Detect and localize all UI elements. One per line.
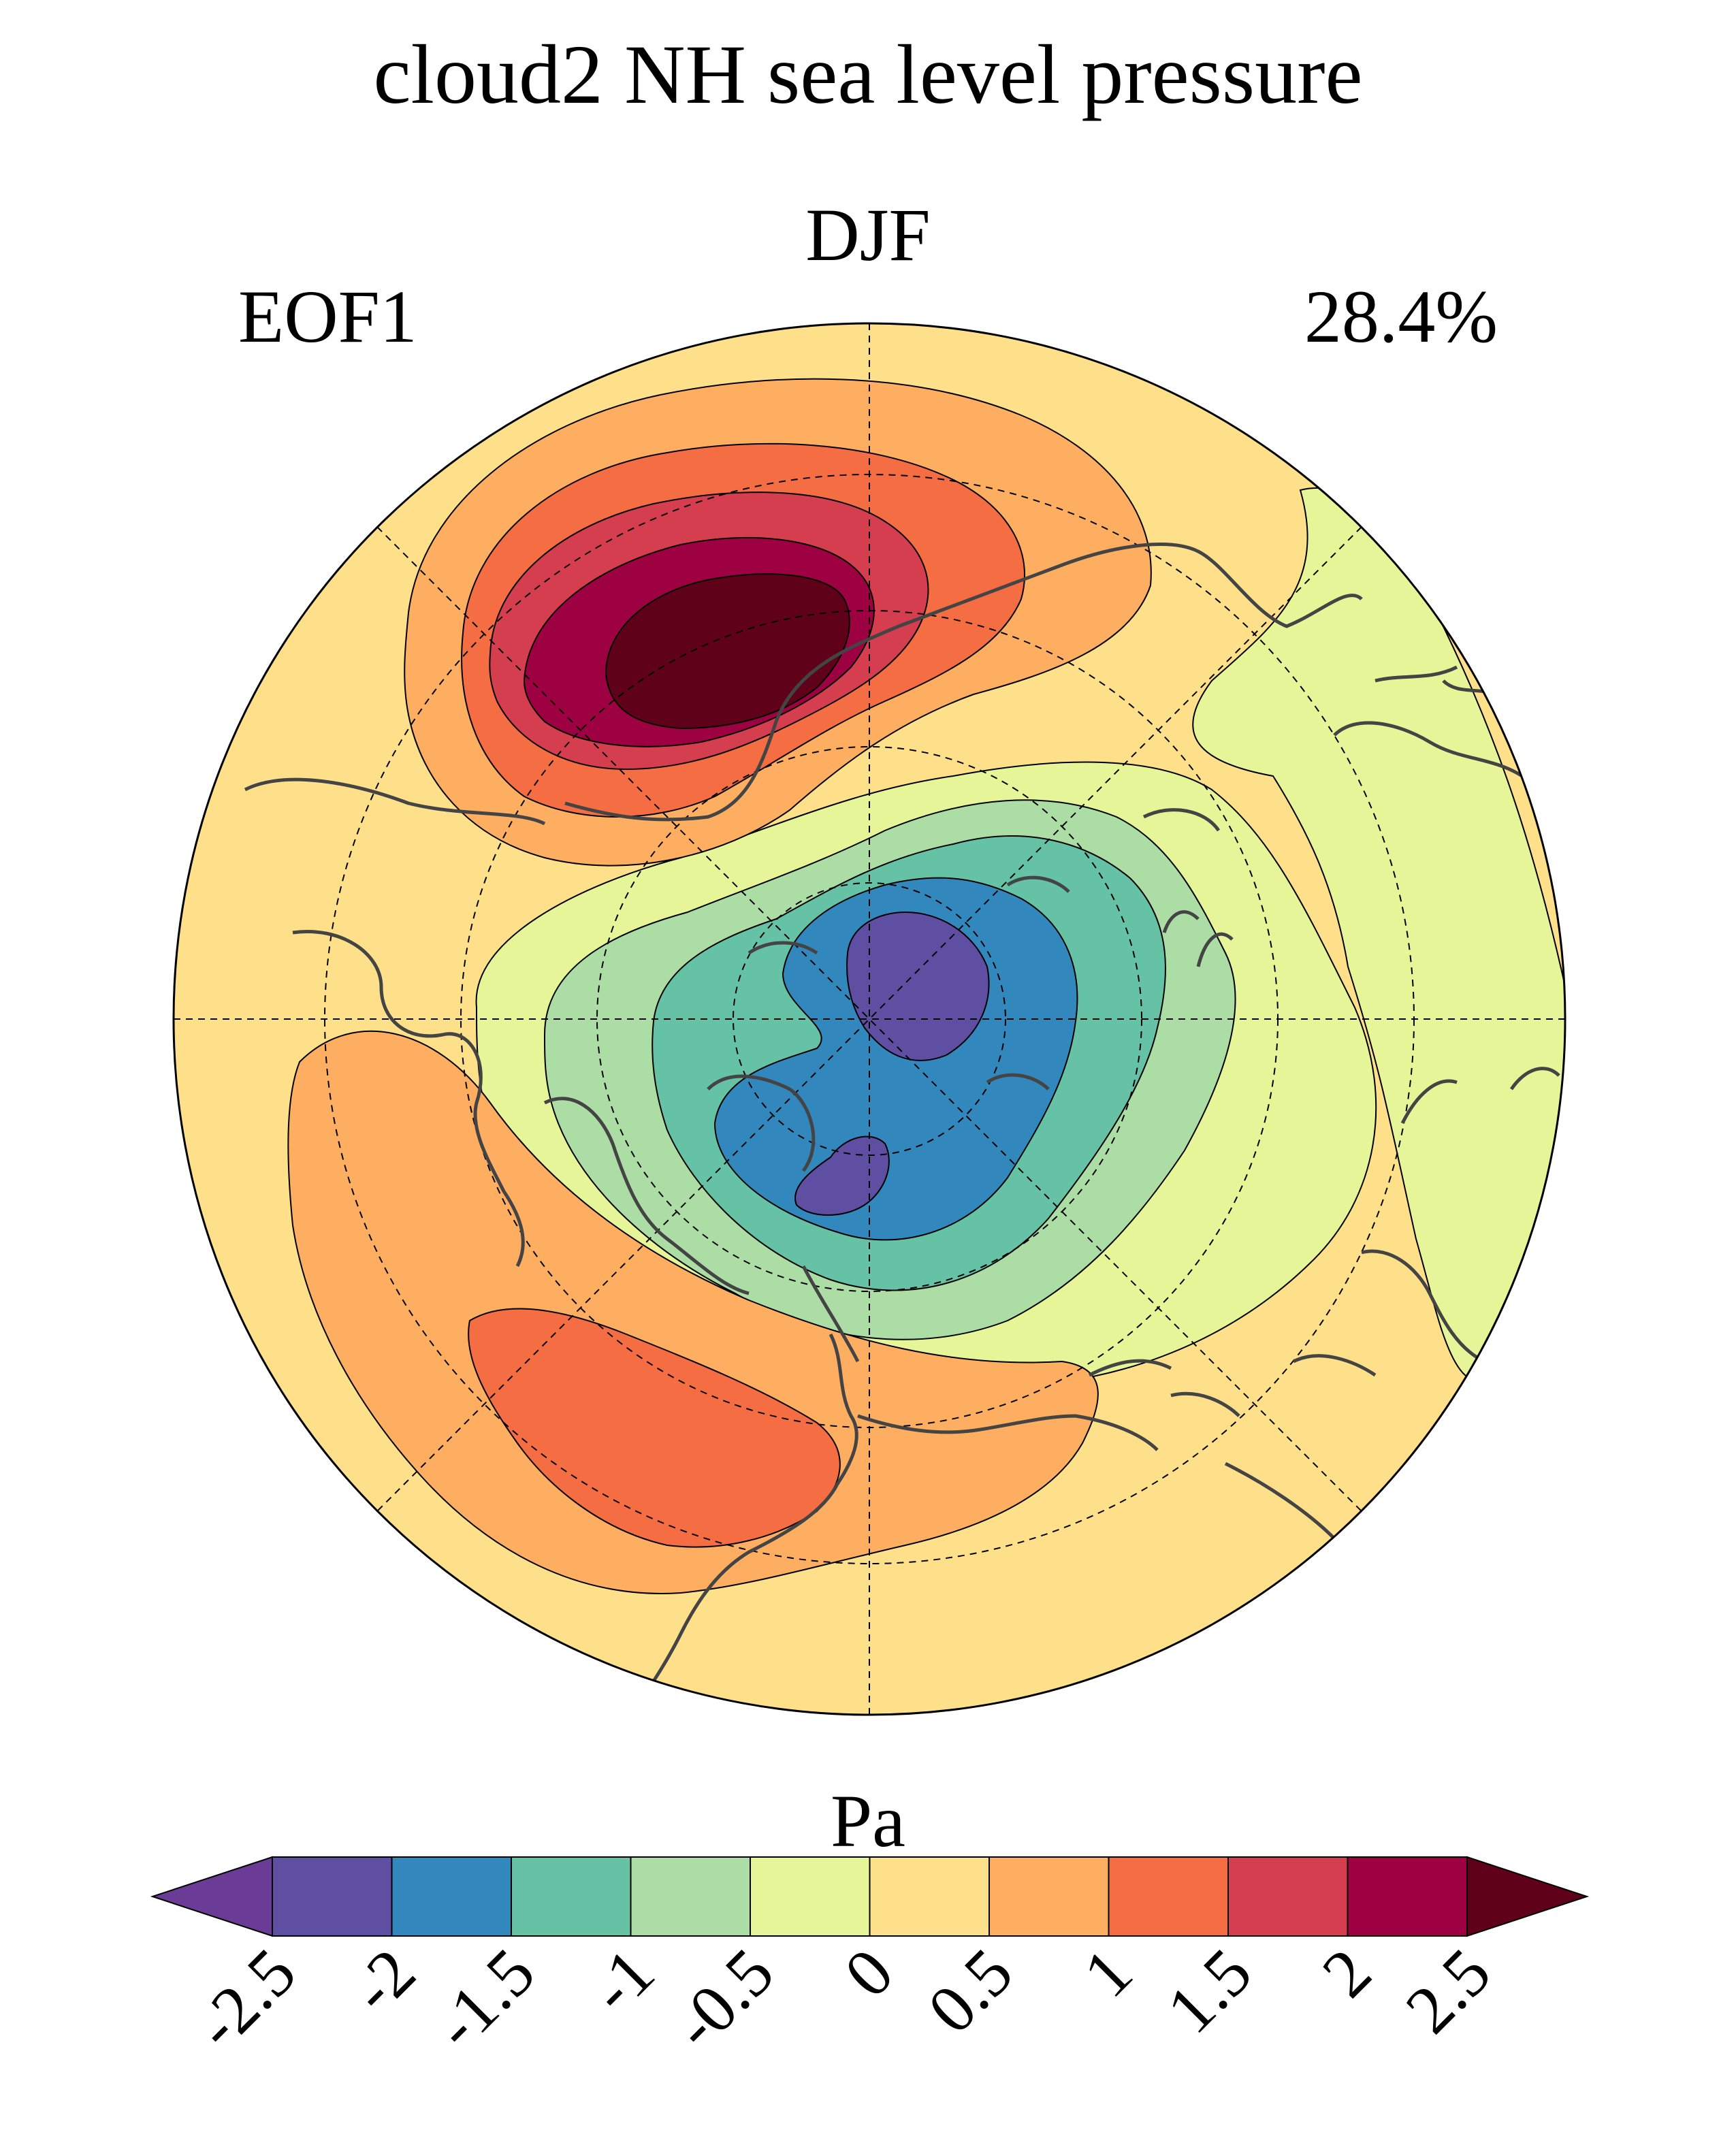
eof-label: EOF1 (238, 275, 417, 358)
colorbar-box (272, 1856, 393, 1937)
contour-minus-two-half-north (846, 911, 990, 1061)
contour-two-half-pacific (605, 573, 850, 730)
colorbar: -2.5 -2-1.5 -1-0.5 0 0.5 1 1.5 2 2.5 (150, 1856, 1590, 2064)
colorbar-extend-low (150, 1856, 273, 1937)
colorbar-box (1227, 1856, 1349, 1937)
colorbar-box (391, 1856, 512, 1937)
colorbar-box (869, 1856, 990, 1937)
colorbar-box (1347, 1856, 1468, 1937)
map-boundary (172, 322, 1566, 1716)
colorbar-box (630, 1856, 751, 1937)
colorbar-tick-label: -1.5 (419, 1934, 549, 2063)
variance-label: 28.4% (1304, 275, 1498, 358)
colorbar-box (511, 1856, 632, 1937)
colorbar-units: Pa (831, 1779, 905, 1862)
colorbar-tick-label: 1 (1069, 1934, 1146, 2012)
season-label: DJF (805, 193, 931, 276)
colorbar-tick-label: -2 (336, 1934, 430, 2027)
gridlines (174, 323, 1565, 1715)
colorbar-box (1108, 1856, 1229, 1937)
colorbar-tick-label: -1 (575, 1934, 669, 2027)
colorbar-tick-label: -0.5 (658, 1934, 788, 2063)
colorbar-tick-label: -2.5 (180, 1934, 310, 2063)
colorbar-tick-label: 2.5 (1392, 1934, 1505, 2048)
colorbar-box (988, 1856, 1110, 1937)
colorbar-extend-high (1466, 1856, 1590, 1937)
coastlines (244, 543, 1560, 1703)
colorbar-tick-label: 2 (1308, 1934, 1385, 2012)
contour-half-atlantic (287, 1030, 1099, 1594)
colorbar-tick-label: 1.5 (1153, 1934, 1266, 2048)
map-field (174, 323, 1565, 1715)
map-title: cloud2 NH sea level pressure (373, 28, 1363, 121)
colorbar-box (750, 1856, 871, 1937)
colorbar-tick-label: 0.5 (914, 1934, 1027, 2048)
colorbar-tick-label: 0 (830, 1934, 907, 2012)
